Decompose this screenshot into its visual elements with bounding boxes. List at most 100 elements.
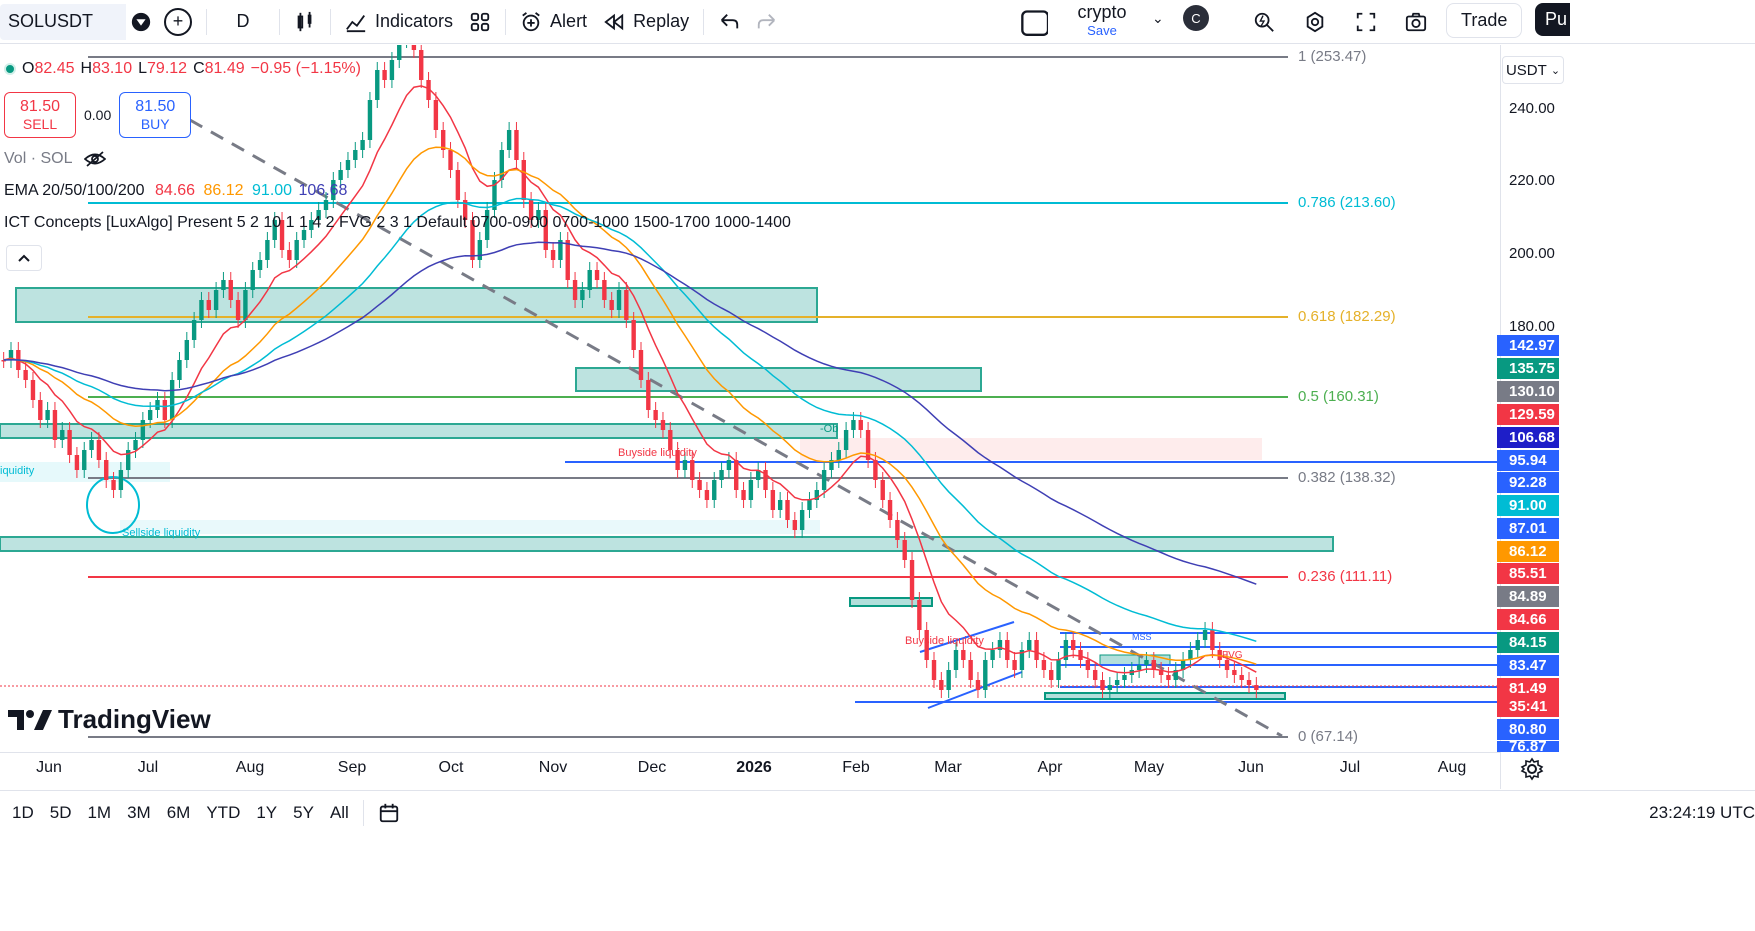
candle-body: [213, 290, 219, 310]
candle-body: [829, 460, 834, 470]
candle-body: [734, 460, 739, 490]
time-label: Nov: [538, 759, 568, 776]
undo-button[interactable]: [710, 4, 748, 40]
range-button-1y[interactable]: 1Y: [256, 802, 278, 822]
settings-button[interactable]: [1296, 4, 1334, 40]
collapse-legend-button[interactable]: [6, 245, 42, 271]
candle-body: [162, 400, 168, 420]
candle-body: [1085, 660, 1091, 670]
candle-body: [1239, 675, 1244, 680]
candle-body: [726, 460, 732, 470]
candle-body: [719, 470, 724, 480]
candle-body: [624, 290, 629, 320]
candle-body: [309, 220, 314, 230]
time-label: Mar: [934, 759, 962, 776]
redo-button[interactable]: [748, 4, 786, 40]
alert-button[interactable]: Alert: [512, 4, 595, 40]
candle-body: [939, 680, 944, 690]
candle-body: [235, 300, 241, 320]
candle-body: [206, 300, 211, 310]
candle-body: [1173, 670, 1178, 680]
candle-body: [682, 460, 688, 470]
range-button-5d[interactable]: 5D: [49, 802, 72, 822]
divider: [279, 8, 280, 35]
buyside-liquidity-label-1: Buyside liquidity: [618, 447, 697, 459]
candle-body: [433, 100, 439, 130]
price-chart-canvas[interactable]: [0, 45, 1500, 789]
range-button-ytd[interactable]: YTD: [206, 802, 241, 822]
fvg-zone: [1099, 654, 1171, 666]
fullscreen-button[interactable]: [1347, 4, 1385, 40]
publish-button[interactable]: Pu: [1535, 3, 1570, 36]
order-block-zone: [0, 423, 838, 439]
go-to-date-button[interactable]: [370, 795, 408, 831]
utc-clock[interactable]: 23:24:19 UTC: [1649, 803, 1755, 822]
chart-pane[interactable]: [0, 45, 1500, 789]
ema-line: [3, 197, 1257, 643]
liquidity-label: iquidity: [0, 465, 35, 477]
candle-body: [382, 70, 387, 80]
fib-level-label: 0 (67.14): [1298, 728, 1359, 745]
tradingview-logo[interactable]: TradingView: [8, 704, 211, 735]
interval-button[interactable]: D: [213, 4, 273, 40]
divider: [330, 8, 331, 35]
candle-body: [96, 440, 102, 460]
ict-indicator-row[interactable]: ICT Concepts [LuxAlgo] Present 5 2 10 1 …: [4, 214, 791, 232]
ema200-value: 106.68: [298, 182, 348, 199]
avatar[interactable]: C: [1183, 5, 1209, 31]
range-button-3m[interactable]: 3M: [127, 802, 151, 822]
volume-indicator-row[interactable]: Vol · SOL: [4, 150, 107, 168]
time-axis[interactable]: Jun Jul Aug Sep Oct Nov Dec 2026 Feb Mar Apr May Jun…: [0, 752, 1500, 786]
high-label: H: [80, 60, 93, 77]
channel-line: [927, 671, 1023, 709]
sell-label: SELL: [22, 116, 58, 132]
candle-body: [1158, 670, 1164, 675]
axis-settings-icon[interactable]: [1520, 757, 1544, 781]
indicators-button[interactable]: Indicators: [337, 4, 461, 40]
candle-body: [45, 410, 50, 420]
candle-body: [89, 440, 94, 450]
candles-icon: [297, 11, 312, 31]
layout-name-button[interactable]: crypto Save: [1062, 2, 1142, 38]
range-button-5y[interactable]: 5Y: [293, 802, 314, 822]
snapshot-button[interactable]: [1397, 4, 1435, 40]
range-button-all[interactable]: All: [329, 802, 349, 822]
templates-button[interactable]: [461, 4, 499, 40]
eye-off-icon[interactable]: [84, 150, 107, 168]
range-button-6m[interactable]: 6M: [166, 802, 191, 822]
currency-selector[interactable]: USDT ⌄: [1502, 56, 1564, 84]
buy-button[interactable]: 81.50 BUY: [119, 92, 192, 138]
alarm-clock-icon: [522, 11, 540, 31]
trade-button[interactable]: Trade: [1446, 3, 1523, 38]
candle-body: [975, 680, 981, 690]
candle-body: [499, 150, 505, 180]
layout-button[interactable]: [1012, 4, 1056, 40]
candle-body: [572, 280, 578, 300]
sell-button[interactable]: 81.50 SELL: [4, 92, 76, 138]
symbol-search[interactable]: SOLUSDT: [0, 3, 126, 40]
price-tick: 180.00: [1509, 318, 1555, 335]
indicators-icon: [346, 14, 366, 32]
chevron-down-icon[interactable]: ⌄: [1152, 10, 1164, 26]
compare-icon[interactable]: [126, 4, 156, 40]
fvg-label: FVG: [1222, 650, 1243, 661]
lightning-search-icon: [1254, 12, 1274, 32]
divider: [362, 799, 364, 826]
range-button-1d[interactable]: 1D: [12, 802, 34, 822]
layout-save-status: Save: [1087, 23, 1117, 38]
candle-body: [345, 160, 351, 170]
candle-body: [455, 170, 461, 200]
replay-button[interactable]: Replay: [595, 4, 697, 40]
add-symbol-button[interactable]: +: [156, 4, 200, 40]
drawn-circle: [86, 476, 140, 534]
candle-body: [565, 240, 570, 280]
ema-indicator-row[interactable]: EMA 20/50/100/200 84.66 86.12 91.00 106.…: [4, 182, 347, 200]
candle-body: [1078, 650, 1083, 660]
quick-search-button[interactable]: [1245, 4, 1283, 40]
candle-body: [353, 150, 358, 160]
grid-icon: [470, 12, 490, 31]
range-button-1m[interactable]: 1M: [87, 802, 112, 822]
chart-type-button[interactable]: [286, 4, 324, 40]
ohlc-row: O82.45 H83.10 L79.12 C81.49 −0.95 (−1.15…: [4, 60, 361, 78]
fib-level-label: 0.786 (213.60): [1298, 194, 1396, 211]
